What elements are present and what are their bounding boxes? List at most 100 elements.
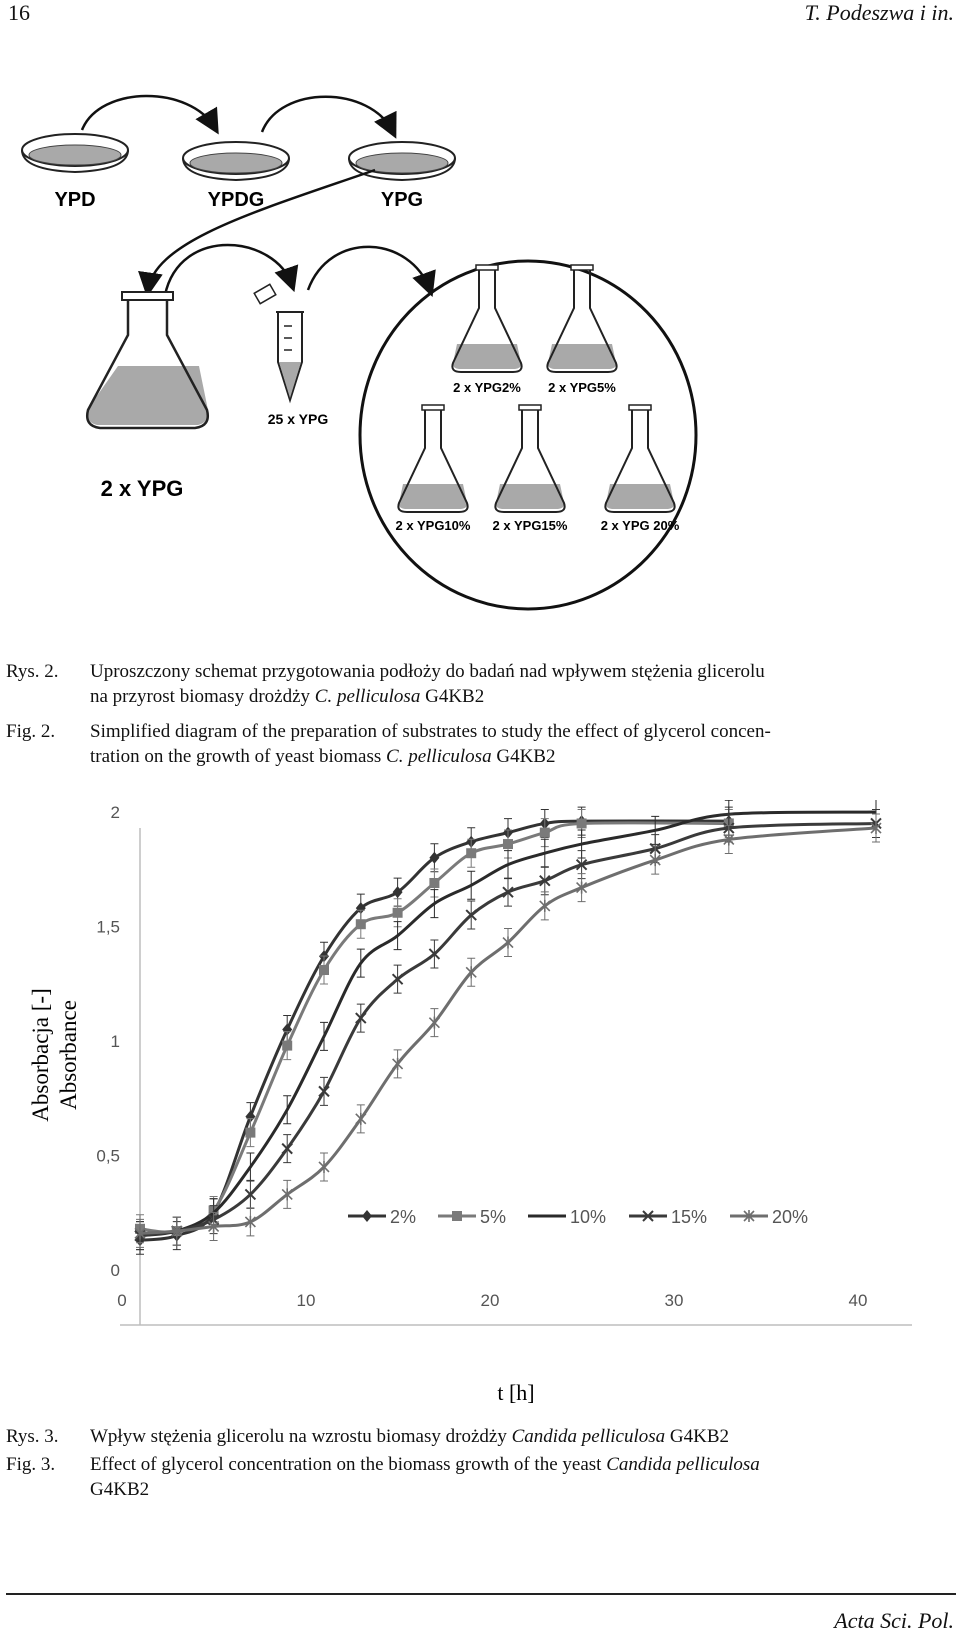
centrifuge-tube <box>253 283 304 404</box>
erlenmeyer-flask-ypg5 <box>546 264 618 373</box>
petri-dish-ypg <box>348 141 456 182</box>
series-20pct-point <box>171 1225 183 1238</box>
series-20pct-point <box>134 1227 146 1240</box>
y-axis-label-en: Absorbance <box>56 1000 81 1110</box>
caption-fig2-en-label: Fig. 2. <box>6 721 56 742</box>
x-axis-label: t [h] <box>497 1380 534 1405</box>
series-20pct-point <box>428 1016 440 1029</box>
caption-fig3-pl: Rys. 3. Wpływ stężenia glicerolu na wzro… <box>6 1424 956 1449</box>
flask-label-ypg5: 2 x YPG5% <box>548 380 616 395</box>
erlenmeyer-flask-ypg15 <box>494 404 566 513</box>
series-10pct-error-bar <box>467 870 476 900</box>
series-5pct-point <box>319 965 329 976</box>
series-20pct-point <box>392 1057 404 1070</box>
series-20pct-point <box>208 1220 220 1233</box>
legend-15pct-marker <box>642 1210 654 1222</box>
flask-label-ypg10: 2 x YPG10% <box>396 518 471 533</box>
species-name: Candida pelliculosa <box>511 1426 666 1447</box>
series-5pct-point <box>466 848 477 859</box>
erlenmeyer-flask-ypg20 <box>604 404 676 513</box>
species-name: C. pelliculosa <box>386 746 492 767</box>
series-10pct-error-bar <box>356 948 365 978</box>
series-15pct-point <box>281 1142 293 1155</box>
series-2pct-point <box>429 851 440 864</box>
caption-fig2-pl-label: Rys. 2. <box>6 661 59 682</box>
caption-fig3-pl-text: Wpływ stężenia glicerolu na wzrostu biom… <box>90 1424 956 1449</box>
legend-5pct: 5% <box>438 1207 506 1227</box>
y-tick-label: 0,5 <box>96 1147 120 1166</box>
running-head-authors: T. Podeszwa i in. <box>804 0 954 25</box>
series-20pct-point <box>355 1112 367 1125</box>
series-20pct-point <box>318 1160 330 1173</box>
caption-fig3-en-line1: Effect of glycerol concentration on the … <box>90 1452 956 1477</box>
series-20pct-point <box>576 881 588 894</box>
x-tick-label: 0 <box>117 1291 126 1310</box>
series-5pct-point <box>576 818 587 829</box>
series-2pct-point <box>355 902 366 915</box>
series-2pct-point <box>245 1110 256 1123</box>
arrow-ypdg-to-ypg <box>260 95 397 139</box>
series-2pct-point <box>392 886 403 899</box>
series-2pct-point <box>282 1023 293 1036</box>
legend-15pct: 15% <box>629 1207 707 1227</box>
y-tick-label: 1,5 <box>96 918 120 937</box>
series-15pct-point <box>428 948 441 960</box>
series-10pct-error-bar <box>320 1021 328 1051</box>
big-flask-label: 2 x YPG <box>101 476 184 501</box>
arrow-ypd-to-ypdg <box>80 94 219 135</box>
series-10pct-error-bar <box>393 921 402 951</box>
legend-5pct-label: 5% <box>480 1207 506 1227</box>
species-name: C. pelliculosa <box>314 686 421 707</box>
legend-20pct: 20% <box>730 1207 808 1227</box>
x-tick-label: 10 <box>297 1291 316 1310</box>
dish-label-ypg: YPG <box>381 189 423 211</box>
flask-label-ypg2: 2 x YPG2% <box>453 380 521 395</box>
legend-2pct-marker <box>362 1210 372 1222</box>
caption-fig2-pl-line1: Uproszczony schemat przygotowania podłoż… <box>90 661 765 682</box>
caption-text: G4KB2 <box>491 746 556 767</box>
x-tick-label: 30 <box>665 1291 684 1310</box>
series-5pct-point <box>503 839 513 850</box>
y-axis-label-pl: Absorbacja [-] <box>28 988 53 1121</box>
y-tick-label: 2 <box>111 803 120 822</box>
caption-text: G4KB2 <box>665 1426 730 1447</box>
series-15pct-point <box>355 1012 367 1024</box>
caption-fig2-en: Fig. 2. Simplified diagram of the prepar… <box>6 719 956 769</box>
series-10pct-error-bar <box>430 889 439 919</box>
petri-dish-ypd <box>21 133 129 174</box>
flask-label-ypg20: 2 x YPG 20% <box>601 518 680 533</box>
caption-text: Effect of glycerol concentration on the … <box>90 1454 607 1475</box>
series-20pct-point <box>465 966 477 979</box>
series-5pct-point <box>282 1040 293 1051</box>
series-15pct-point <box>318 1085 330 1098</box>
dish-label-ypd: YPD <box>54 189 95 211</box>
caption-fig3-en-label: Fig. 3. <box>6 1454 56 1475</box>
page-number: 16 <box>8 0 30 25</box>
species-name: Candida pelliculosa <box>606 1454 760 1475</box>
legend-15pct-label: 15% <box>671 1207 707 1227</box>
series-5pct-point <box>245 1127 256 1138</box>
legend-10pct: 10% <box>528 1207 606 1227</box>
dish-label-ypdg: YPDG <box>208 189 265 211</box>
preparation-diagram: YPD YPDG YPG 2 x YPG 25 x YPG 2 x YPG2% … <box>21 94 698 611</box>
caption-fig3-en-line2: G4KB2 <box>90 1479 150 1500</box>
arrow-flask-to-tube <box>163 243 299 296</box>
series-15pct-point <box>575 858 588 871</box>
caption-fig2-en-line2: tration on the growth of yeast biomass C… <box>90 744 956 769</box>
series-20pct-point <box>244 1215 256 1228</box>
caption-text: G4KB2 <box>420 686 485 707</box>
legend-20pct-label: 20% <box>772 1207 808 1227</box>
series-5pct-point <box>429 877 440 888</box>
journal-name: Acta Sci. Pol. <box>834 1608 954 1633</box>
series-15pct-point <box>391 973 404 985</box>
legend-10pct-label: 10% <box>570 1207 606 1227</box>
tube-label: 25 x YPG <box>268 411 329 427</box>
y-tick-label: 0 <box>111 1261 120 1280</box>
caption-fig3-en: Fig. 3. Effect of glycerol concentration… <box>6 1452 956 1502</box>
erlenmeyer-flask-ypg2 <box>451 264 523 373</box>
erlenmeyer-flask-ypg10 <box>397 404 469 513</box>
legend-20pct-marker <box>743 1210 755 1222</box>
legend-5pct-marker <box>452 1211 462 1221</box>
caption-fig2-en-line1: Simplified diagram of the preparation of… <box>90 721 771 742</box>
series-20pct-point <box>281 1188 293 1201</box>
